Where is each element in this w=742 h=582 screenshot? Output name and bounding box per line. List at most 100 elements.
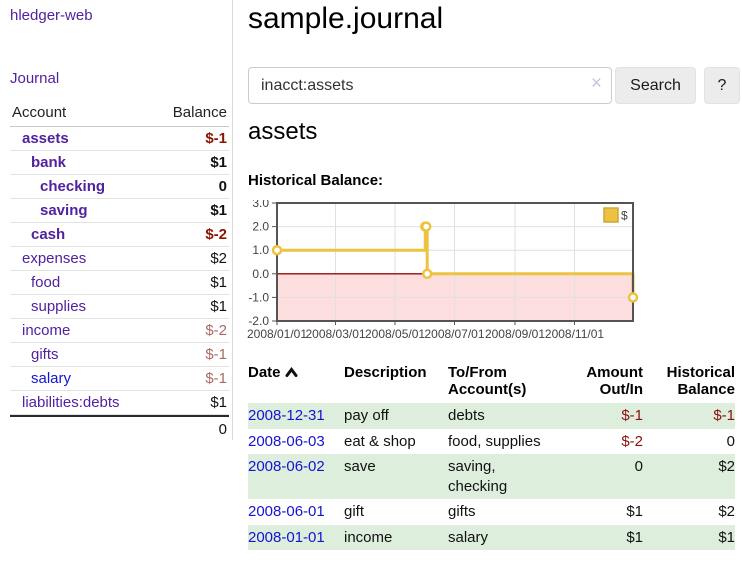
svg-text:2008/07/01: 2008/07/01 (424, 327, 484, 341)
account-row: expenses $2 (10, 247, 229, 271)
transaction-accounts: gifts (448, 503, 476, 520)
account-row: saving $1 (10, 199, 229, 223)
transaction-description: gift (344, 503, 365, 520)
svg-text:0.0: 0.0 (252, 267, 269, 281)
register-header-row: Date Description To/From Account(s) Amou… (248, 362, 735, 403)
sidebar: hledger-web Journal Account Balance asse… (0, 0, 233, 440)
account-row: salary $-1 (10, 367, 229, 391)
account-link-saving[interactable]: saving (40, 202, 88, 219)
svg-text:2008/03/01: 2008/03/01 (305, 327, 365, 341)
account-balance-table: Account Balance assets $-1 bank $1 check… (10, 100, 229, 442)
account-link-supplies[interactable]: supplies (31, 298, 87, 315)
transaction-accounts: food, supplies (448, 432, 541, 450)
account-balance: $1 (210, 274, 227, 291)
balance-column-header: Balance (172, 104, 227, 121)
account-total-row: 0 (10, 415, 229, 442)
transaction-historical-balance: $2 (718, 458, 735, 475)
account-link-salary[interactable]: salary (31, 370, 72, 387)
account-link-checking[interactable]: checking (40, 178, 106, 195)
transaction-historical-balance: 0 (726, 432, 735, 450)
svg-text:2008/05/01: 2008/05/01 (365, 327, 425, 341)
svg-text:2008/09/01: 2008/09/01 (485, 327, 545, 341)
search-input[interactable] (248, 67, 612, 104)
svg-text:2008/11/01: 2008/11/01 (545, 327, 604, 341)
account-balance: $-2 (205, 322, 227, 339)
transaction-accounts: salary (448, 528, 489, 546)
transaction-date-link[interactable]: 2008-06-02 (248, 458, 325, 475)
account-section-title: assets (248, 118, 318, 145)
transaction-historical-balance: $1 (718, 528, 735, 546)
transaction-date-link[interactable]: 2008-06-03 (248, 432, 325, 450)
date-column-header: Date (248, 362, 344, 403)
account-link-bank[interactable]: bank (31, 154, 67, 171)
historical-column-header: Historical Balance (666, 364, 735, 398)
transaction-description: eat & shop (344, 432, 416, 450)
transaction-amount: 0 (634, 458, 643, 475)
account-link-income[interactable]: income (22, 322, 71, 339)
transaction-date-link[interactable]: 2008-01-01 (248, 528, 325, 546)
app-brand-link[interactable]: hledger-web (10, 7, 93, 24)
svg-text:3.0: 3.0 (252, 200, 269, 210)
account-row: income $-2 (10, 319, 229, 343)
account-link-gifts[interactable]: gifts (31, 346, 59, 363)
account-balance: $-1 (205, 346, 227, 363)
transaction-row: 2008-06-02 save saving, checking 0 $2 (248, 454, 735, 499)
register-table: Date Description To/From Account(s) Amou… (248, 362, 735, 550)
transaction-description: income (344, 528, 393, 546)
search-bar: × Search ? (248, 67, 740, 104)
svg-text:2.0: 2.0 (252, 220, 269, 234)
account-table-header: Account Balance (10, 100, 229, 127)
chart-title: Historical Balance: (248, 172, 384, 189)
transaction-amount: $1 (626, 503, 643, 520)
svg-text:-2.0: -2.0 (248, 314, 269, 328)
to-from-column-header: To/From Account(s) (448, 364, 527, 398)
account-balance: $1 (210, 202, 227, 219)
account-row: checking 0 (10, 175, 229, 199)
transaction-accounts: debts (448, 407, 485, 424)
account-balance: $1 (210, 298, 227, 315)
description-column-header: Description (344, 364, 427, 381)
sidebar-item-journal[interactable]: Journal (10, 70, 60, 87)
transaction-row: 2008-01-01 income salary $1 $1 (248, 524, 735, 550)
transaction-amount: $-1 (621, 407, 643, 424)
transaction-amount: $1 (626, 528, 643, 546)
account-balance: $-1 (205, 370, 227, 387)
account-link-expenses[interactable]: expenses (22, 250, 87, 267)
account-row: gifts $-1 (10, 343, 229, 367)
transaction-row: 2008-06-03 eat & shop food, supplies $-2… (248, 429, 735, 455)
transaction-historical-balance: $-1 (713, 407, 735, 424)
svg-text:-1.0: -1.0 (248, 290, 269, 304)
account-balance: $1 (210, 394, 227, 411)
svg-text:$: $ (621, 209, 628, 223)
account-total-value: 0 (218, 421, 227, 438)
help-button[interactable]: ? (704, 67, 740, 104)
account-row: food $1 (10, 271, 229, 295)
account-row: cash $-2 (10, 223, 229, 247)
clear-search-icon[interactable]: × (590, 73, 602, 94)
search-button[interactable]: Search (615, 67, 696, 104)
account-link-cash[interactable]: cash (31, 226, 66, 243)
sort-ascending-icon (285, 367, 298, 377)
historical-balance-chart[interactable]: 3.0 2.0 1.0 0.0 -1.0 -2.0 2008/01/01 2008/03/01… (245, 196, 739, 345)
transaction-amount: $-2 (621, 432, 643, 450)
transaction-row: 2008-06-01 gift gifts $1 $2 (248, 499, 735, 525)
transaction-date-link[interactable]: 2008-12-31 (248, 407, 325, 424)
account-link-food[interactable]: food (31, 274, 61, 291)
account-balance: $-1 (205, 130, 227, 147)
transaction-description: pay off (344, 407, 389, 424)
account-column-header: Account (12, 104, 67, 121)
account-row: assets $-1 (10, 127, 229, 151)
account-row: bank $1 (10, 151, 229, 175)
main-content: sample.journal × Search ? assets Histori… (245, 0, 742, 582)
account-balance: $2 (210, 250, 227, 267)
account-row: liabilities:debts $1 (10, 391, 229, 415)
amount-column-header: Amount Out/In (586, 364, 643, 398)
account-balance: $1 (210, 154, 227, 171)
svg-text:2008/01/01: 2008/01/01 (247, 327, 307, 341)
transaction-accounts: saving, checking (448, 458, 508, 495)
account-link-assets[interactable]: assets (22, 130, 69, 147)
account-link-liabilities-debts[interactable]: liabilities:debts (22, 394, 120, 411)
account-balance: $-2 (205, 226, 227, 243)
svg-text:1.0: 1.0 (252, 243, 269, 257)
transaction-date-link[interactable]: 2008-06-01 (248, 503, 325, 520)
